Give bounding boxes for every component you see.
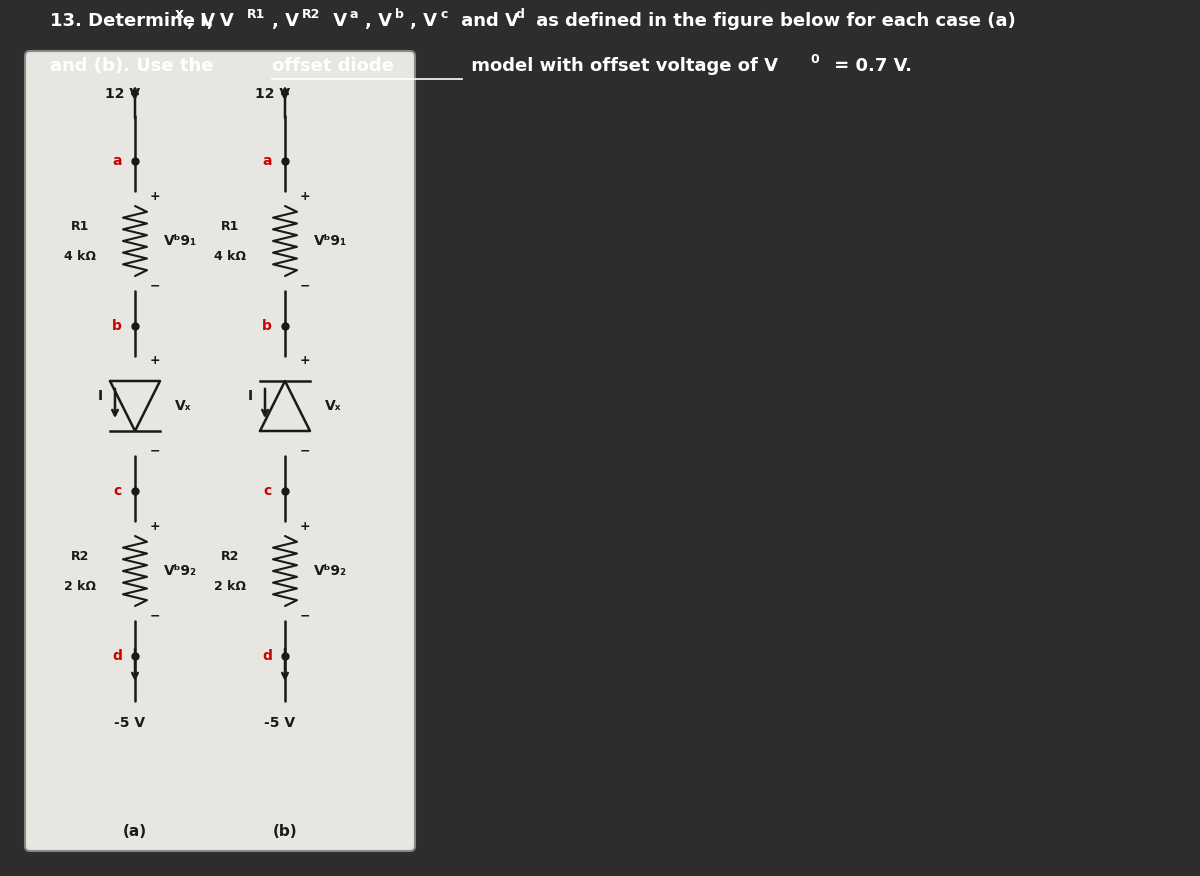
Text: d: d [515, 8, 524, 21]
Text: (b): (b) [272, 823, 298, 838]
Text: offset diode: offset diode [272, 57, 394, 75]
Text: and V: and V [455, 12, 518, 30]
Text: -5 V: -5 V [264, 716, 295, 730]
Text: −: − [300, 279, 311, 293]
Text: Vᵇ9₁: Vᵇ9₁ [163, 234, 197, 248]
Text: 4 kΩ: 4 kΩ [214, 250, 246, 263]
Text: R2: R2 [71, 549, 89, 562]
Text: model with offset voltage of V: model with offset voltage of V [466, 57, 778, 75]
Text: +: + [300, 519, 311, 533]
Text: −: − [150, 610, 161, 623]
Text: a: a [263, 154, 271, 168]
Text: 12 V: 12 V [106, 87, 140, 101]
Text: R2: R2 [221, 549, 239, 562]
Text: −: − [150, 444, 161, 457]
Text: +: + [150, 355, 161, 368]
Text: a: a [350, 8, 359, 21]
Text: I: I [247, 389, 252, 403]
Text: = 0.7 V.: = 0.7 V. [828, 57, 912, 75]
Text: c: c [440, 8, 448, 21]
Text: (a): (a) [122, 823, 148, 838]
Text: and (b). Use the: and (b). Use the [50, 57, 220, 75]
Text: 2 kΩ: 2 kΩ [64, 580, 96, 592]
Text: R1: R1 [71, 220, 89, 232]
Text: V: V [326, 12, 347, 30]
Text: Vᵇ9₂: Vᵇ9₂ [163, 564, 197, 578]
Text: −: − [150, 279, 161, 293]
Text: R1: R1 [221, 220, 239, 232]
Text: as defined in the figure below for each case (a): as defined in the figure below for each … [530, 12, 1015, 30]
Text: 2 kΩ: 2 kΩ [214, 580, 246, 592]
Text: +: + [150, 189, 161, 202]
Text: b: b [395, 8, 404, 21]
Text: 13. Determine V: 13. Determine V [50, 12, 215, 30]
Text: a: a [113, 154, 121, 168]
Text: , V: , V [365, 12, 392, 30]
Text: c: c [263, 484, 271, 498]
Text: b: b [262, 319, 272, 333]
Text: 4 kΩ: 4 kΩ [64, 250, 96, 263]
Text: -5 V: -5 V [114, 716, 145, 730]
Text: Vᵇ9₂: Vᵇ9₂ [313, 564, 347, 578]
Text: Vₓ: Vₓ [175, 399, 191, 413]
Text: 12 V: 12 V [256, 87, 290, 101]
Text: b: b [112, 319, 122, 333]
Text: d: d [262, 649, 272, 663]
Text: d: d [112, 649, 122, 663]
Text: Vᵇ9₁: Vᵇ9₁ [313, 234, 347, 248]
Text: +: + [150, 519, 161, 533]
Text: c: c [113, 484, 121, 498]
Text: , I, V: , I, V [187, 12, 234, 30]
Text: R1: R1 [247, 8, 265, 21]
FancyBboxPatch shape [25, 51, 415, 851]
Text: −: − [300, 444, 311, 457]
Text: 0: 0 [810, 53, 818, 66]
Text: Vₓ: Vₓ [325, 399, 341, 413]
Text: R2: R2 [302, 8, 320, 21]
Text: +: + [300, 189, 311, 202]
Text: −: − [300, 610, 311, 623]
Text: I: I [97, 389, 102, 403]
Text: +: + [300, 355, 311, 368]
Text: x: x [175, 7, 184, 21]
Text: , V: , V [410, 12, 437, 30]
Text: , V: , V [272, 12, 299, 30]
